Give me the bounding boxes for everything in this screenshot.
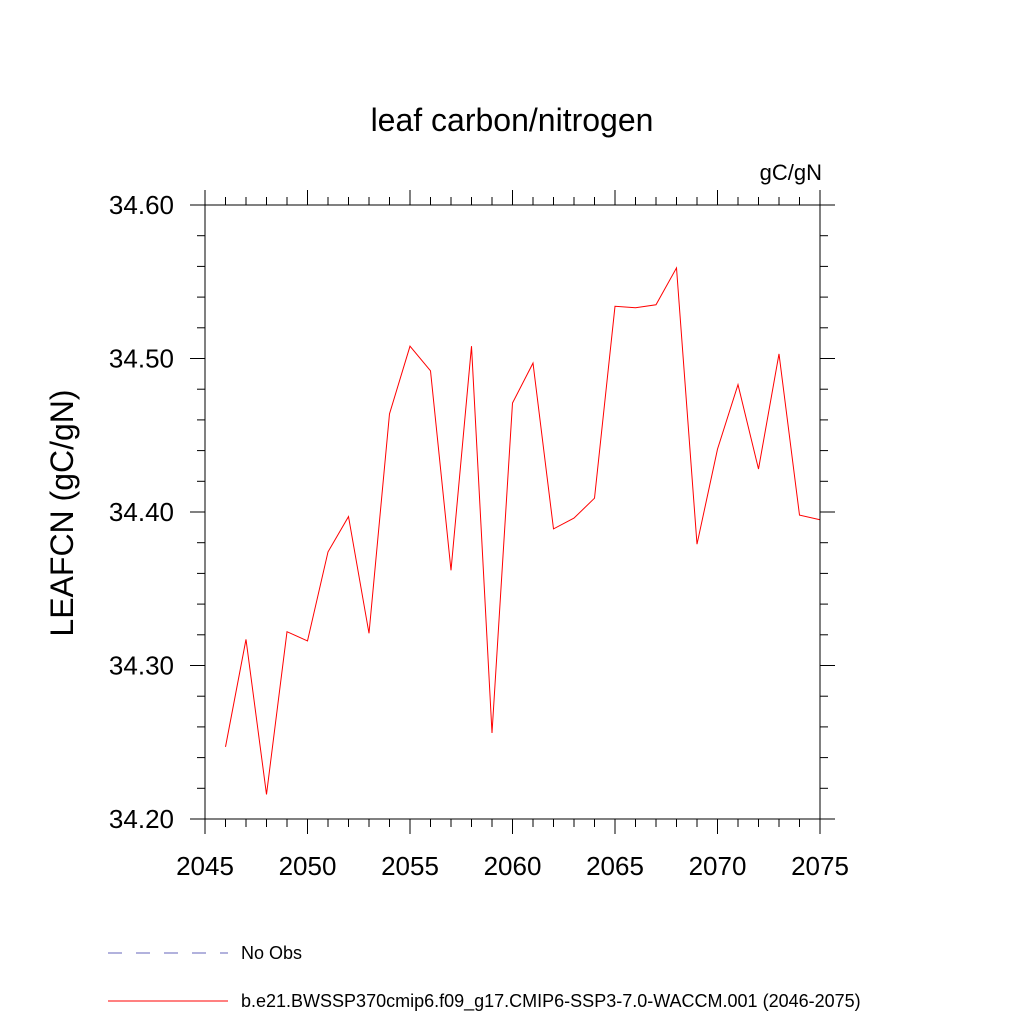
y-axis-label: LEAFCN (gC/gN) — [44, 389, 80, 636]
plot-frame — [204, 204, 821, 820]
y-tick-label: 34.40 — [109, 497, 174, 527]
legend-label-model: b.e21.BWSSP370cmip6.f09_g17.CMIP6-SSP3-7… — [241, 991, 861, 1012]
legend-label-no-obs: No Obs — [241, 943, 302, 963]
major-ticks — [190, 190, 835, 834]
units-label: gC/gN — [760, 160, 822, 185]
chart-title: leaf carbon/nitrogen — [371, 102, 654, 138]
x-tick-label: 2045 — [176, 851, 234, 881]
y-tick-label: 34.20 — [109, 804, 174, 834]
x-tick-labels: 2045 2050 2055 2060 2065 2070 2075 — [176, 851, 849, 881]
y-tick-label: 34.60 — [109, 190, 174, 220]
y-tick-labels: 34.20 34.30 34.40 34.50 34.60 — [109, 190, 174, 834]
x-tick-label: 2050 — [279, 851, 337, 881]
series-layer — [225, 266, 821, 795]
legend: No Obs b.e21.BWSSP370cmip6.f09_g17.CMIP6… — [108, 943, 861, 1012]
x-tick-label: 2065 — [586, 851, 644, 881]
y-tick-label: 34.50 — [109, 344, 174, 374]
x-tick-label: 2060 — [484, 851, 542, 881]
series-line-model — [225, 266, 821, 795]
x-tick-label: 2075 — [791, 851, 849, 881]
minor-ticks — [197, 197, 828, 827]
x-tick-label: 2070 — [689, 851, 747, 881]
x-tick-label: 2055 — [381, 851, 439, 881]
y-tick-label: 34.30 — [109, 651, 174, 681]
